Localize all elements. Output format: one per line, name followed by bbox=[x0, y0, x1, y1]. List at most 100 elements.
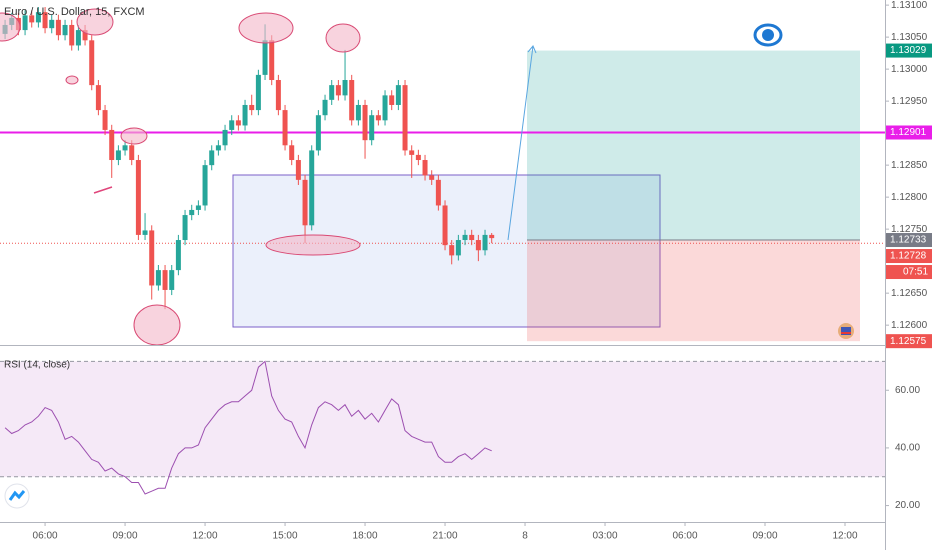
rsi-y-tick-label: 20.00 bbox=[895, 500, 920, 511]
candle-body bbox=[102, 110, 108, 130]
flag-icon bbox=[838, 323, 854, 339]
price-badge bbox=[886, 249, 932, 264]
y-tick-label: 1.12650 bbox=[891, 288, 928, 299]
ellipse-drawing bbox=[238, 12, 294, 44]
y-tick-label: 1.13050 bbox=[891, 32, 928, 43]
countdown-badge bbox=[886, 265, 932, 280]
ellipse-drawing bbox=[76, 8, 114, 36]
candle-body bbox=[222, 129, 228, 146]
ellipse-drawing bbox=[265, 234, 361, 256]
loss-zone bbox=[527, 240, 860, 342]
candle-body bbox=[282, 110, 288, 146]
drawings-front bbox=[0, 8, 854, 509]
rsi-y-tick-label: 40.00 bbox=[895, 443, 920, 454]
candle-body bbox=[95, 85, 101, 111]
price-badge-label: 1.12728 bbox=[890, 251, 927, 262]
candle-body bbox=[129, 145, 135, 161]
candle-body bbox=[422, 160, 428, 176]
candle-body bbox=[135, 160, 141, 235]
x-tick-label: 06:00 bbox=[672, 531, 697, 542]
eye-icon bbox=[753, 23, 783, 47]
candle-body bbox=[442, 205, 448, 246]
price-badge-label: 1.12733 bbox=[890, 235, 927, 246]
countdown-label: 07:51 bbox=[903, 267, 928, 278]
candle-body bbox=[389, 95, 395, 105]
x-tick-label: 15:00 bbox=[273, 531, 298, 542]
y-tick-label: 1.12800 bbox=[891, 192, 928, 203]
profit-zone bbox=[527, 50, 860, 241]
candle-body bbox=[262, 40, 268, 75]
candle-body bbox=[242, 104, 248, 126]
candle-body bbox=[122, 145, 128, 151]
candle-body bbox=[335, 85, 341, 96]
rsi-y-tick-label: 60.00 bbox=[895, 385, 920, 396]
candle-body bbox=[295, 160, 301, 180]
candle-body bbox=[435, 179, 441, 206]
candle-body bbox=[349, 80, 355, 121]
price-badge-label: 1.13029 bbox=[890, 45, 927, 56]
rsi-title: RSI (14, close) bbox=[4, 360, 70, 371]
line-drawing bbox=[93, 186, 113, 194]
candle-body bbox=[409, 150, 415, 155]
candle-body bbox=[289, 145, 295, 161]
candle-body bbox=[249, 104, 255, 111]
candle-body bbox=[22, 15, 28, 31]
price-badge bbox=[886, 43, 932, 58]
candle-body bbox=[69, 24, 75, 46]
x-tick-label: 21:00 bbox=[433, 531, 458, 542]
x-tick-label: 09:00 bbox=[113, 531, 138, 542]
x-tick-label: 18:00 bbox=[353, 531, 378, 542]
candle-body bbox=[302, 179, 308, 226]
candle-body bbox=[115, 150, 121, 161]
candle-body bbox=[469, 234, 475, 241]
candle-body bbox=[355, 104, 361, 121]
logo bbox=[4, 483, 30, 509]
y-tick-label: 1.12950 bbox=[891, 96, 928, 107]
price-badge-label: 1.12901 bbox=[890, 127, 927, 138]
candle-body bbox=[395, 85, 401, 105]
x-tick-label: 12:00 bbox=[193, 531, 218, 542]
candle-body bbox=[322, 99, 328, 116]
candle-body bbox=[169, 270, 175, 290]
y-tick-label: 1.13000 bbox=[891, 64, 928, 75]
candle-body bbox=[402, 85, 408, 151]
candle-body bbox=[55, 19, 61, 36]
candle-body bbox=[49, 19, 55, 29]
candle-body bbox=[375, 115, 381, 121]
candle-body bbox=[269, 40, 275, 81]
rsi-line bbox=[4, 360, 492, 495]
candle-body bbox=[309, 150, 315, 226]
candle-body bbox=[175, 240, 181, 271]
candle-body bbox=[162, 270, 168, 290]
candle-body bbox=[62, 24, 68, 36]
ellipse-drawing bbox=[133, 304, 181, 346]
x-tick-label: 8 bbox=[522, 531, 528, 542]
ellipse-drawing bbox=[325, 23, 361, 53]
price-badge-label: 1.12575 bbox=[890, 336, 927, 347]
candle-body bbox=[202, 165, 208, 206]
x-tick-label: 06:00 bbox=[33, 531, 58, 542]
ellipse-drawing bbox=[120, 127, 148, 145]
candle-body bbox=[382, 95, 388, 121]
candle-body bbox=[475, 240, 481, 251]
candle-body bbox=[429, 175, 435, 180]
y-tick-label: 1.12750 bbox=[891, 224, 928, 235]
x-tick-label: 03:00 bbox=[593, 531, 618, 542]
candle-body bbox=[29, 15, 35, 23]
candle-body bbox=[89, 40, 95, 86]
candle-body bbox=[235, 120, 241, 126]
candle-body bbox=[182, 215, 188, 241]
candle-body bbox=[42, 12, 48, 29]
price-pane bbox=[0, 7, 885, 310]
candle-body bbox=[455, 240, 461, 256]
candle-body bbox=[35, 12, 41, 23]
price-badge bbox=[886, 125, 932, 140]
candle-body bbox=[109, 129, 115, 161]
y-tick-label: 1.13100 bbox=[891, 0, 928, 11]
candle-body bbox=[155, 270, 161, 286]
candle-body bbox=[209, 150, 215, 166]
rsi-pane bbox=[0, 360, 885, 495]
